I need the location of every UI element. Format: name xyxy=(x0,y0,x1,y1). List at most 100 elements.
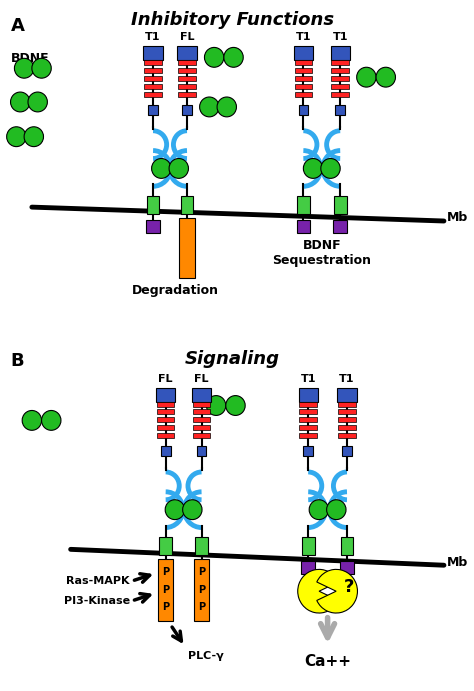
Text: Ca++: Ca++ xyxy=(304,654,351,670)
Bar xyxy=(159,538,172,556)
Bar xyxy=(295,84,312,89)
Bar xyxy=(178,92,196,97)
Bar xyxy=(300,433,317,438)
Circle shape xyxy=(224,48,243,67)
Bar xyxy=(334,196,346,214)
Text: BDNF: BDNF xyxy=(10,53,49,66)
Bar xyxy=(192,388,211,401)
Bar xyxy=(193,401,210,406)
Text: FL: FL xyxy=(158,374,173,384)
Circle shape xyxy=(376,67,395,87)
Text: A: A xyxy=(10,17,24,35)
Bar xyxy=(143,46,163,60)
Bar xyxy=(147,196,159,214)
Bar xyxy=(193,417,210,422)
Bar xyxy=(331,60,349,65)
Wedge shape xyxy=(317,569,357,613)
Text: T1: T1 xyxy=(332,32,348,42)
Bar xyxy=(338,401,356,406)
Bar xyxy=(300,410,317,415)
Bar xyxy=(193,410,210,415)
Bar xyxy=(331,92,349,97)
Bar xyxy=(297,220,310,233)
Bar xyxy=(178,60,196,65)
Bar xyxy=(338,410,356,415)
Text: T1: T1 xyxy=(146,32,161,42)
Bar xyxy=(161,446,171,456)
Circle shape xyxy=(14,58,34,78)
Bar xyxy=(177,46,197,60)
Circle shape xyxy=(42,410,61,430)
Text: P: P xyxy=(162,567,169,576)
Circle shape xyxy=(321,158,340,178)
Circle shape xyxy=(22,410,42,430)
Bar xyxy=(179,218,195,278)
Bar xyxy=(338,433,356,438)
Circle shape xyxy=(28,92,47,112)
Bar xyxy=(195,538,208,556)
Bar xyxy=(300,401,317,406)
Text: T1: T1 xyxy=(339,374,355,384)
Circle shape xyxy=(10,92,30,112)
Circle shape xyxy=(327,500,346,520)
Circle shape xyxy=(182,500,202,520)
Bar xyxy=(330,46,350,60)
Bar xyxy=(197,446,206,456)
Bar xyxy=(146,220,160,233)
Text: Degradation: Degradation xyxy=(131,283,219,296)
Circle shape xyxy=(165,500,184,520)
Bar xyxy=(145,76,162,81)
Text: BDNF
Sequestration: BDNF Sequestration xyxy=(272,239,371,267)
Bar xyxy=(148,105,158,115)
Circle shape xyxy=(204,48,224,67)
Bar xyxy=(335,105,345,115)
Bar xyxy=(331,68,349,73)
Bar xyxy=(299,388,318,401)
Bar xyxy=(193,426,210,430)
Bar xyxy=(145,84,162,89)
Text: T1: T1 xyxy=(301,374,316,384)
Bar xyxy=(145,68,162,73)
Circle shape xyxy=(7,126,26,146)
Bar xyxy=(194,559,210,621)
Bar xyxy=(295,76,312,81)
Circle shape xyxy=(356,67,376,87)
Text: Mb: Mb xyxy=(447,556,468,569)
Bar xyxy=(294,46,313,60)
Text: P: P xyxy=(198,603,205,612)
Circle shape xyxy=(152,158,171,178)
Circle shape xyxy=(169,158,189,178)
Bar xyxy=(295,92,312,97)
Bar xyxy=(301,561,315,574)
Text: P: P xyxy=(162,585,169,595)
Circle shape xyxy=(24,126,44,146)
Bar xyxy=(341,538,353,556)
Text: Ras-MAPK: Ras-MAPK xyxy=(66,576,130,586)
Text: Inhibitory Functions: Inhibitory Functions xyxy=(131,11,334,29)
Bar xyxy=(158,559,173,621)
Circle shape xyxy=(32,58,51,78)
Text: Signaling: Signaling xyxy=(185,350,280,368)
Text: P: P xyxy=(162,603,169,612)
Bar xyxy=(333,220,347,233)
Bar xyxy=(300,426,317,430)
Text: T1: T1 xyxy=(296,32,311,42)
Circle shape xyxy=(226,395,245,415)
Text: PLC-γ: PLC-γ xyxy=(188,650,224,661)
Circle shape xyxy=(206,395,226,415)
Text: B: B xyxy=(10,352,24,370)
Text: Mb: Mb xyxy=(447,211,468,224)
Bar xyxy=(342,446,352,456)
Bar xyxy=(178,84,196,89)
Bar xyxy=(302,538,315,556)
Circle shape xyxy=(309,500,328,520)
Bar xyxy=(157,417,174,422)
Bar xyxy=(297,196,310,214)
Bar xyxy=(337,388,356,401)
Bar xyxy=(157,401,174,406)
Bar xyxy=(157,410,174,415)
Text: ?: ? xyxy=(344,578,354,596)
Bar xyxy=(156,388,175,401)
Bar xyxy=(145,60,162,65)
Text: PI3-Kinase: PI3-Kinase xyxy=(64,596,130,606)
